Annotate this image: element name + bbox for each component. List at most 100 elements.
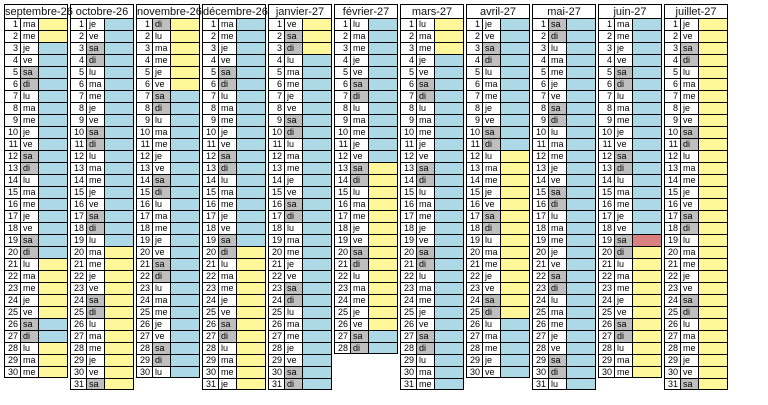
weekday-label: di xyxy=(351,175,369,186)
day-number: 13 xyxy=(467,163,483,174)
day-number: 1 xyxy=(269,19,285,30)
weekday-label: ma xyxy=(21,187,39,198)
day-row: 21 me xyxy=(466,258,530,270)
period-fill xyxy=(369,247,398,258)
day-row: 25 di xyxy=(466,306,530,318)
period-fill xyxy=(171,235,200,246)
period-fill xyxy=(501,163,530,174)
weekday-label: me xyxy=(21,115,39,126)
weekday-label: lu xyxy=(351,103,369,114)
weekday-label: me xyxy=(483,343,501,354)
day-row: 1 lu xyxy=(334,18,398,30)
day-row: 8 ma xyxy=(202,102,266,114)
day-number: 23 xyxy=(137,283,153,294)
weekday-label: je xyxy=(417,55,435,66)
day-row: 16 lu xyxy=(136,198,200,210)
period-fill xyxy=(633,175,662,186)
day-number: 7 xyxy=(5,91,21,102)
day-row: 5 lu xyxy=(70,66,134,78)
period-fill xyxy=(633,247,662,258)
day-number: 16 xyxy=(467,199,483,210)
weekday-label: me xyxy=(549,235,567,246)
weekday-label: sa xyxy=(351,247,369,258)
weekday-label: sa xyxy=(21,67,39,78)
day-number: 21 xyxy=(599,259,615,270)
day-row: 13 ve xyxy=(136,162,200,174)
weekday-label: me xyxy=(417,295,435,306)
day-number: 3 xyxy=(665,43,681,54)
period-fill xyxy=(633,319,662,330)
period-fill xyxy=(567,235,596,246)
day-row: 3 me xyxy=(334,42,398,54)
day-row: 10 je xyxy=(598,126,662,138)
day-number: 23 xyxy=(665,283,681,294)
period-fill xyxy=(633,55,662,66)
weekday-label: ve xyxy=(483,367,501,377)
day-row: 27 ma xyxy=(466,330,530,342)
day-row: 10 je xyxy=(202,126,266,138)
weekday-label: di xyxy=(153,271,171,282)
weekday-label: je xyxy=(219,295,237,306)
period-fill xyxy=(633,199,662,210)
period-fill xyxy=(237,247,266,258)
weekday-label: ma xyxy=(219,355,237,366)
day-number: 27 xyxy=(71,331,87,342)
day-number: 23 xyxy=(71,283,87,294)
period-fill xyxy=(39,151,68,162)
day-number: 18 xyxy=(5,223,21,234)
weekday-label: di xyxy=(483,139,501,150)
day-row: 23 me xyxy=(4,282,68,294)
period-fill xyxy=(567,271,596,282)
day-number: 8 xyxy=(137,103,153,114)
day-number: 9 xyxy=(467,115,483,126)
day-row: 13 sa xyxy=(400,162,464,174)
day-number: 10 xyxy=(269,127,285,138)
weekday-label: lu xyxy=(549,295,567,306)
day-number: 30 xyxy=(533,367,549,378)
day-number: 15 xyxy=(5,187,21,198)
period-fill xyxy=(237,235,266,246)
period-fill xyxy=(237,199,266,210)
period-fill xyxy=(699,307,728,318)
period-fill xyxy=(171,355,200,366)
day-row: 23 ve xyxy=(664,282,728,294)
weekday-label: me xyxy=(21,31,39,42)
day-row: 23 me xyxy=(598,282,662,294)
weekday-label: lu xyxy=(87,319,105,330)
day-row: 15 ma xyxy=(598,186,662,198)
period-fill xyxy=(105,259,134,270)
day-number: 25 xyxy=(137,307,153,318)
weekday-label: lu xyxy=(417,19,435,30)
weekday-label: ve xyxy=(483,283,501,294)
day-row: 1 ve xyxy=(268,18,332,30)
period-fill xyxy=(369,79,398,90)
day-number: 8 xyxy=(203,103,219,114)
weekday-label: je xyxy=(87,103,105,114)
weekday-label: ma xyxy=(87,163,105,174)
weekday-label: ma xyxy=(483,247,501,258)
weekday-label: lu xyxy=(549,43,567,54)
month-header: octobre-26 xyxy=(70,4,134,18)
period-fill xyxy=(699,127,728,138)
day-number: 17 xyxy=(665,211,681,222)
weekday-label: me xyxy=(285,79,303,90)
day-number: 2 xyxy=(5,31,21,42)
day-number: 5 xyxy=(533,67,549,78)
day-number: 6 xyxy=(137,79,153,90)
day-number: 14 xyxy=(665,175,681,186)
weekday-label: ma xyxy=(681,331,699,342)
day-number: 6 xyxy=(665,79,681,90)
weekday-label: di xyxy=(285,379,303,389)
weekday-label: di xyxy=(483,307,501,318)
month-column: décembre-26 1 ma 2 me 3 je 4 ve 5 sa 6 di 7 lu 8 ma 9 me 10… xyxy=(202,4,268,390)
day-number: 8 xyxy=(599,103,615,114)
weekday-label: ve xyxy=(549,91,567,102)
day-row: 20 me xyxy=(268,246,332,258)
day-number: 19 xyxy=(5,235,21,246)
day-number: 23 xyxy=(335,283,351,294)
weekday-label: je xyxy=(615,211,633,222)
period-fill xyxy=(435,379,464,389)
period-fill xyxy=(237,43,266,54)
day-row: 29 sa xyxy=(532,354,596,366)
period-fill xyxy=(303,307,332,318)
